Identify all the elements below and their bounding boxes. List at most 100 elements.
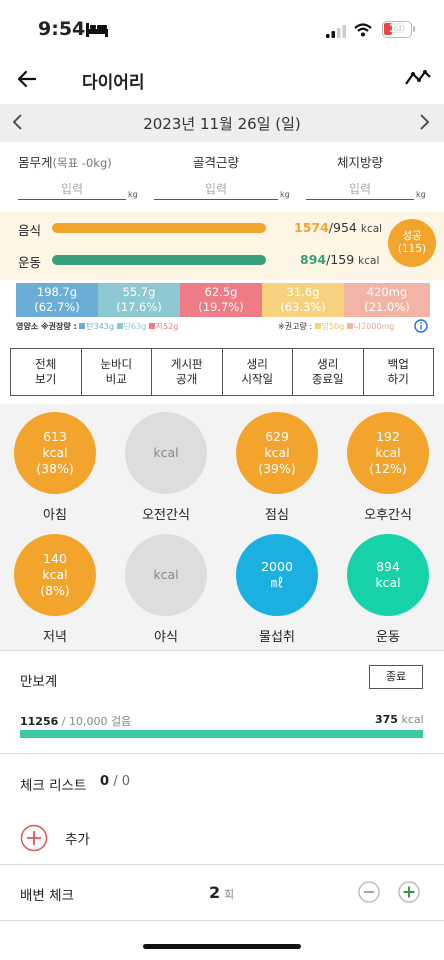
nutrient-percent: (19.7%): [198, 300, 244, 314]
meal-circle[interactable]: 894 kcal: [347, 534, 429, 616]
sleep-bed-icon: [86, 22, 108, 41]
weight-input[interactable]: 입력: [18, 180, 126, 200]
meal-stat: 613: [43, 429, 67, 444]
meal-item[interactable]: kcal 야식: [116, 534, 216, 645]
step-progress-fill: [20, 730, 423, 738]
checklist-done: 0: [100, 774, 110, 789]
action-button[interactable]: 눈바디 비교: [82, 349, 152, 395]
plus-circle-icon[interactable]: [398, 881, 420, 907]
meal-item[interactable]: kcal 오전간식: [116, 412, 216, 523]
checklist-section: 체크 리스트 0 / 0 추가: [0, 754, 444, 864]
exercise-unit: kcal: [358, 255, 380, 267]
weight-goal: (목표 -0kg): [52, 156, 112, 170]
action-button[interactable]: 생리 종료일: [293, 349, 364, 395]
nutrient-value: 420mg: [366, 285, 408, 299]
action-button-label: 게시판: [170, 357, 203, 371]
meal-stat: kcal: [264, 445, 290, 460]
meal-circle[interactable]: 613 kcal (38%): [14, 412, 96, 494]
meal-item[interactable]: 629 kcal (39%) 점심: [227, 412, 327, 523]
date-navigator: 2023년 11월 26일 (일): [0, 104, 444, 142]
bowel-check-title: 배변 체크: [20, 888, 74, 904]
legend-sodium: 나2000mg: [353, 322, 395, 331]
meal-stat: kcal: [375, 575, 401, 590]
meal-stat: kcal: [42, 567, 68, 582]
meal-name: 오전간식: [142, 508, 190, 523]
meal-item[interactable]: 2000 ㎖ 물섭취: [227, 534, 327, 645]
meal-circle[interactable]: kcal: [125, 412, 207, 494]
food-kcal: 1574/954 kcal: [294, 220, 382, 235]
energy-summary: 음식 1574/954 kcal 운동 894/159 kcal 성공 (115): [0, 212, 444, 280]
meal-name: 운동: [376, 630, 400, 645]
current-date[interactable]: 2023년 11월 26일 (일): [143, 115, 301, 133]
legend-protein: 단63g: [123, 322, 147, 331]
pedometer-kcal-unit: kcal: [401, 713, 424, 726]
meal-name: 오후간식: [364, 508, 412, 523]
meal-stat: kcal: [153, 567, 179, 582]
food-bar: [52, 223, 266, 233]
minus-circle-icon[interactable]: [358, 881, 380, 907]
badge-score: (115): [397, 243, 427, 255]
meal-item[interactable]: 140 kcal (8%) 저녁: [5, 534, 105, 645]
meal-stat: 629: [265, 429, 289, 444]
add-circle-icon[interactable]: [20, 824, 48, 856]
legend-fat: 지52g: [155, 322, 179, 331]
nutrient-cell: 420mg (21.0%): [344, 283, 430, 317]
pedometer-kcal-value: 375: [375, 713, 398, 726]
meal-circle[interactable]: 192 kcal (12%): [347, 412, 429, 494]
nutrient-cell: 198.7g (62.7%): [16, 283, 98, 317]
info-icon[interactable]: [414, 319, 428, 335]
body-fat-label: 체지방량: [336, 155, 383, 170]
meal-circle[interactable]: kcal: [125, 534, 207, 616]
action-button[interactable]: 전체 보기: [11, 349, 82, 395]
action-button[interactable]: 생리 시작일: [223, 349, 293, 395]
meal-item[interactable]: 894 kcal 운동: [338, 534, 438, 645]
fat-column: 체지방량: [286, 152, 434, 171]
action-button-label: 비교: [105, 372, 127, 386]
meal-stat: kcal: [375, 445, 401, 460]
pedometer-kcal: 375 kcal: [375, 713, 424, 726]
action-button-label: 공개: [176, 372, 198, 386]
muscle-input[interactable]: 입력: [154, 180, 278, 200]
nutrient-value: 198.7g: [36, 285, 78, 299]
weight-unit: kg: [128, 190, 138, 199]
meal-stat: kcal: [153, 445, 179, 460]
action-button-label: 종료일: [311, 372, 344, 386]
back-arrow-icon[interactable]: [16, 68, 38, 94]
meal-grid: 613 kcal (38%) 아침 kcal 오전간식 629 kcal (39%) 점심 192 k…: [0, 404, 444, 650]
food-current: 1574: [294, 220, 329, 235]
exercise-target: /159: [326, 252, 355, 267]
page-title: 다이어리: [82, 73, 145, 93]
muscle-label: 골격근량: [192, 155, 239, 170]
battery-level: 19: [388, 22, 405, 35]
steps-value: 11256: [20, 715, 59, 728]
exercise-kcal: 894/159 kcal: [300, 252, 379, 267]
meal-item[interactable]: 613 kcal (38%) 아침: [5, 412, 105, 523]
add-checklist-item-button[interactable]: 추가: [65, 832, 90, 848]
meal-stat: 2000: [261, 559, 293, 574]
nutrient-cell: 31.6g (63.3%): [262, 283, 344, 317]
meal-stat: 192: [376, 429, 400, 444]
body-measurements: 몸무게(목표 -0kg) 골격근량 체지방량 입력 kg 입력 kg 입력 kg: [0, 142, 444, 212]
meal-circle[interactable]: 629 kcal (39%): [236, 412, 318, 494]
body-fat-input[interactable]: 입력: [306, 180, 414, 200]
status-bar: 9:54 19: [0, 0, 444, 60]
action-button-label: 생리: [246, 357, 268, 371]
nutrient-percent: (62.7%): [34, 300, 80, 314]
end-button[interactable]: 종료: [369, 665, 423, 689]
meal-item[interactable]: 192 kcal (12%) 오후간식: [338, 412, 438, 523]
exercise-bar: [52, 255, 266, 265]
meal-stat: (38%): [36, 461, 74, 476]
meal-circle[interactable]: 140 kcal (8%): [14, 534, 96, 616]
action-grid: 전체 보기 눈바디 비교 게시판 공개 생리 시작일 생리 종료일 백업 하기: [10, 348, 434, 396]
trend-chart-icon[interactable]: [404, 68, 432, 92]
action-button[interactable]: 백업 하기: [364, 349, 434, 395]
food-unit: kcal: [360, 223, 383, 235]
chevron-left-icon[interactable]: [10, 112, 26, 136]
nutrient-value: 62.5g: [204, 285, 238, 299]
pedometer-section: 만보계 종료 11256 / 10,000 걸음 375 kcal: [0, 650, 444, 750]
chevron-right-icon[interactable]: [416, 112, 432, 136]
meal-circle[interactable]: 2000 ㎖: [236, 534, 318, 616]
action-button[interactable]: 게시판 공개: [152, 349, 223, 395]
legend-sugar: 당50g: [321, 322, 345, 331]
body-fat-unit: kg: [416, 190, 426, 199]
